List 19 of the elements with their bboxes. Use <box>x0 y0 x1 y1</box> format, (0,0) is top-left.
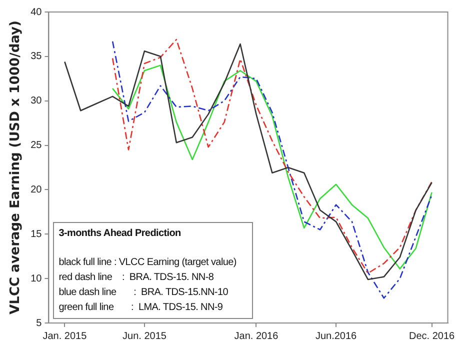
y-tick-label: 35 <box>30 51 42 62</box>
annotation: blue dash line : BRA. TDS-15.NN-10 <box>58 286 229 300</box>
y-axis-title: VLCC average Earning (USD x 1000/day) <box>8 20 24 314</box>
annotation: green full line : LMA. TDS-15. NN-9 <box>58 301 224 315</box>
x-tick-label: Jun. 2015 <box>122 330 167 342</box>
annotation: 3-months Ahead Prediction <box>58 227 182 241</box>
y-tick-label: 40 <box>30 6 42 18</box>
x-tick-label: Dec. 2016 <box>409 330 456 342</box>
y-tick-label: 25 <box>30 140 42 152</box>
x-tick-label: Jan. 2015 <box>42 330 88 342</box>
annotation: red dash line : BRA. TDS-15. NN-8 <box>58 271 215 285</box>
y-tick-label: 15 <box>30 228 42 240</box>
x-tick-label: Jan. 2016 <box>234 330 279 342</box>
y-tick-label: 30 <box>30 96 42 107</box>
annotation: black full line : VLCC Earning (target value) <box>58 256 238 270</box>
y-tick-label: 20 <box>30 184 42 196</box>
y-tick-label: 10 <box>30 273 42 284</box>
x-tick-label: Jun.2016 <box>315 330 358 342</box>
y-tick-label: 5 <box>36 318 42 329</box>
